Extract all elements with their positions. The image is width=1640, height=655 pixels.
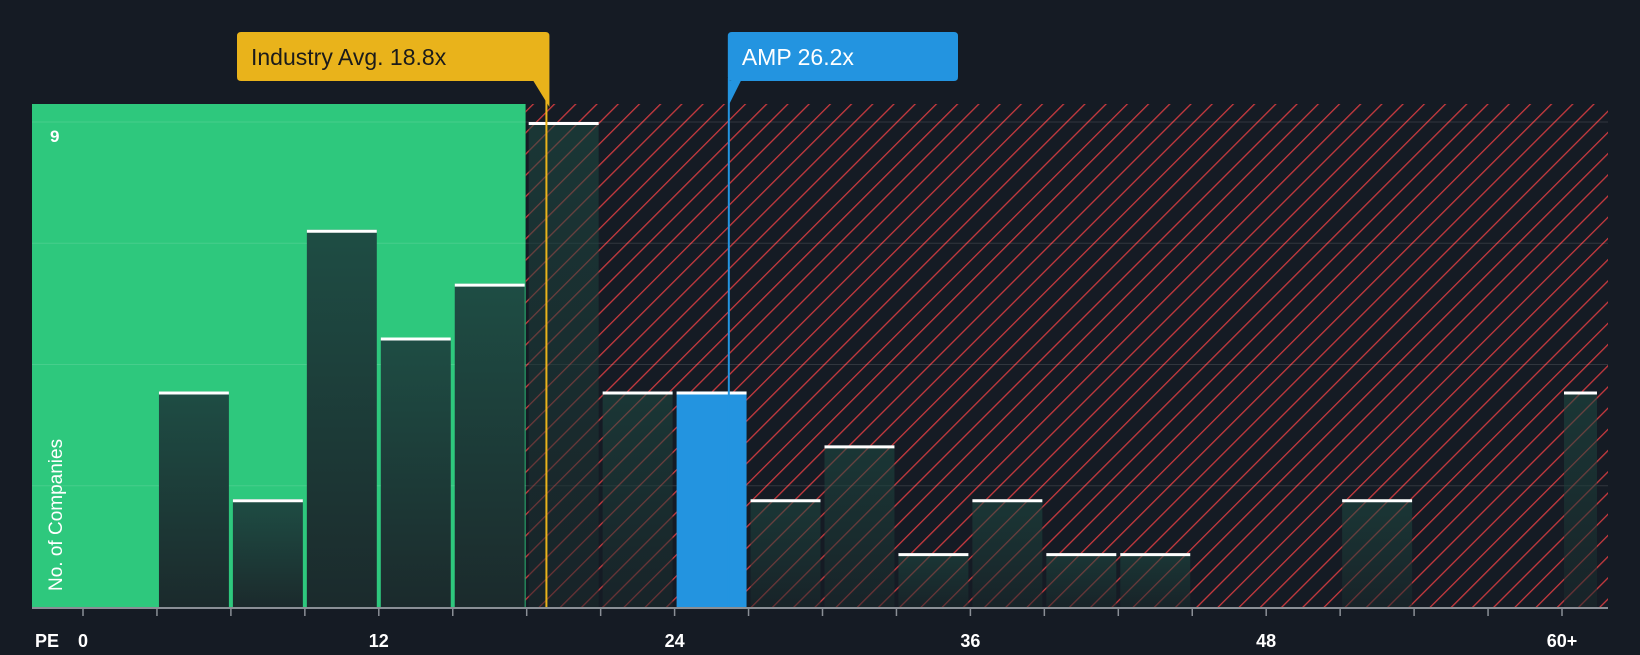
histogram-bar	[380, 337, 451, 607]
histogram-bar	[158, 391, 229, 607]
histogram-bar	[750, 499, 821, 607]
company-bar	[676, 391, 747, 607]
x-tick-label: 48	[1256, 631, 1276, 650]
industry-average-box	[237, 32, 550, 107]
x-tick-label: 60+	[1547, 631, 1578, 650]
histogram-bar	[972, 499, 1043, 607]
histogram-bar	[232, 499, 303, 607]
histogram-bar	[602, 391, 673, 607]
y-axis-label: No. of Companies	[46, 439, 67, 591]
gridlines: 9	[32, 121, 1608, 487]
company-pe-box	[727, 32, 958, 105]
histogram-bar	[1564, 391, 1597, 607]
x-axis-label: PE	[35, 631, 59, 650]
histogram-bar	[1120, 553, 1191, 607]
x-tick-label: 24	[665, 631, 685, 650]
histogram-bar	[528, 122, 599, 607]
histogram-bar	[1046, 553, 1117, 607]
x-tick-label: 12	[369, 631, 389, 650]
histogram-bar	[824, 445, 895, 607]
industry-average-label: Industry Avg. 18.8x	[251, 44, 447, 70]
company-pe-label: AMP 26.2x	[742, 44, 855, 70]
x-tick-label: 0	[78, 631, 88, 650]
x-axis: 0 12 24 36 48 60+	[32, 607, 1608, 651]
histogram-bar	[898, 553, 969, 607]
histogram-bar	[1342, 499, 1413, 607]
industry-average-callout: Industry Avg. 18.8x	[237, 32, 550, 107]
x-tick-label: 36	[960, 631, 980, 650]
marker-lines	[545, 78, 730, 607]
bars-layer	[158, 122, 1597, 607]
histogram-bar	[454, 283, 525, 607]
y-tick-label: 9	[50, 127, 59, 146]
company-pe-callout: AMP 26.2x	[727, 32, 958, 105]
histogram-bar	[306, 229, 377, 607]
